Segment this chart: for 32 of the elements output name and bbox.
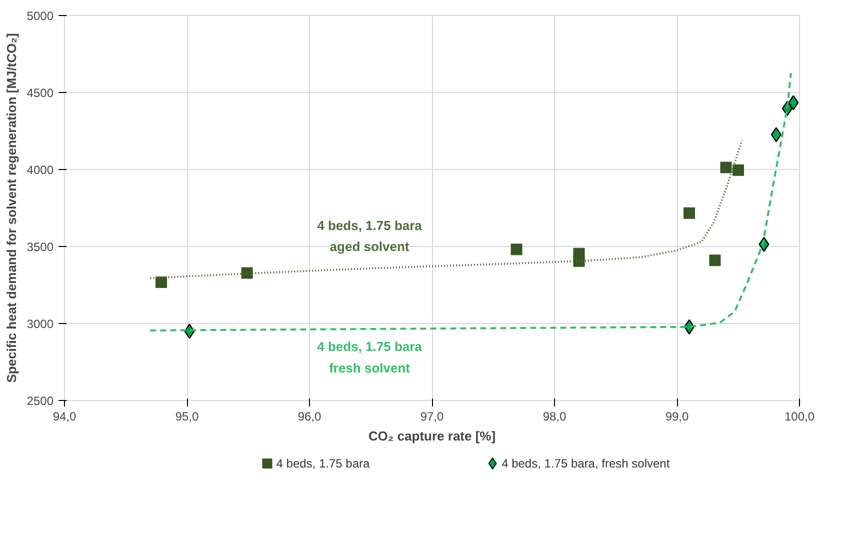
x-tick-label: 95,0 [175, 410, 200, 424]
annotation: aged solvent [330, 239, 410, 254]
annotation: 4 beds, 1.75 bara [317, 218, 423, 233]
point [732, 164, 744, 176]
y-tick-label: 3500 [26, 240, 54, 254]
point [510, 244, 522, 256]
annotation: 4 beds, 1.75 bara [317, 339, 423, 354]
point [788, 95, 799, 110]
x-tick-label: 97,0 [420, 410, 444, 424]
x-tick-label: 96,0 [298, 410, 322, 424]
point [573, 255, 585, 267]
y-tick-label: 5000 [26, 9, 54, 23]
x-tick-label: 99,0 [665, 410, 690, 424]
annotation: fresh solvent [329, 360, 411, 376]
x-axis-title: CO₂ capture rate [%] [368, 428, 496, 444]
x-tick-label: 98,0 [542, 410, 567, 424]
legend-label: 4 beds, 1.75 bara, fresh solvent [502, 456, 670, 470]
line-series [149, 140, 743, 280]
point [684, 207, 695, 219]
y-axis-title: Specific heat demand for solvent regeneration [MJ/tCO₂] [4, 33, 19, 383]
y-tick-label: 4000 [26, 163, 54, 177]
x-tick-label: 94,0 [52, 410, 77, 424]
x-tick-label: 100,0 [784, 410, 815, 424]
point [720, 162, 732, 174]
point [709, 254, 721, 266]
point [770, 127, 782, 142]
legend-label: 4 beds, 1.75 bara [276, 456, 370, 470]
y-tick-label: 2500 [26, 394, 54, 408]
point [156, 276, 168, 288]
y-tick-label: 4500 [26, 86, 54, 100]
point [241, 267, 253, 279]
y-tick-label: 3000 [26, 317, 54, 331]
